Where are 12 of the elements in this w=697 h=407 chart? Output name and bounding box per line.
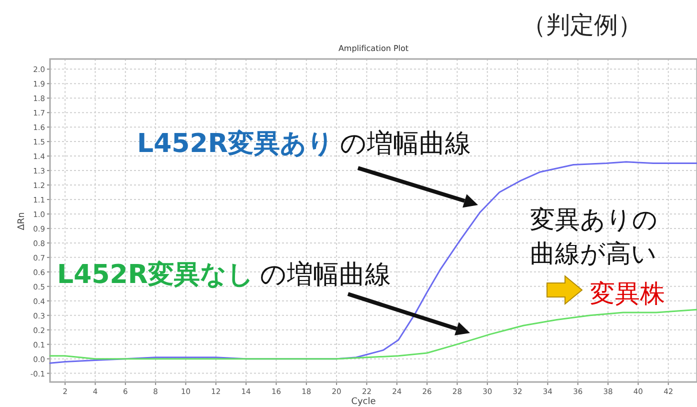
- annotation: 変異ありの: [530, 205, 658, 234]
- annotation: 変異株: [590, 279, 665, 308]
- annotation: の増幅曲線: [340, 129, 471, 159]
- chart-title: Amplification Plot: [338, 44, 409, 53]
- annotation: L452R変異あり: [137, 129, 334, 159]
- annotation: L452R変異なし: [57, 260, 254, 290]
- x-axis-title: Cycle: [351, 397, 376, 407]
- annotation: の増幅曲線: [260, 260, 391, 290]
- y-axis-title: ΔRn: [17, 212, 27, 230]
- line-series: [49, 308, 697, 360]
- chart-subtitle: （判定例）: [522, 11, 642, 39]
- annotation: 曲線が高い: [530, 239, 657, 268]
